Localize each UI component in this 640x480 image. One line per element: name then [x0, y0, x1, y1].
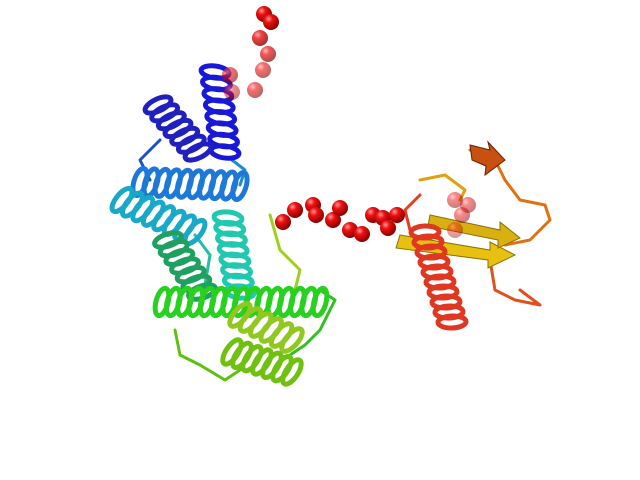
helix	[142, 94, 214, 163]
sphere	[454, 207, 470, 223]
loop	[288, 288, 337, 357]
sphere	[247, 82, 263, 98]
sphere	[447, 222, 463, 238]
helix-turn	[182, 141, 214, 163]
loops	[138, 138, 552, 382]
loop	[230, 158, 247, 187]
helices	[109, 63, 469, 387]
sphere	[332, 200, 348, 216]
sphere	[287, 202, 303, 218]
sphere	[447, 192, 463, 208]
loop	[403, 193, 422, 232]
sphere	[308, 207, 324, 223]
sphere	[380, 220, 396, 236]
sphere	[255, 62, 271, 78]
helix	[109, 185, 208, 247]
helix-turn	[279, 326, 305, 354]
helix	[211, 209, 257, 301]
helix-turn	[435, 313, 469, 331]
helix-turn	[280, 357, 304, 387]
sphere	[222, 67, 238, 83]
strand	[469, 140, 506, 177]
helix	[227, 301, 305, 354]
loop	[488, 258, 542, 307]
sphere	[389, 207, 405, 223]
helix	[408, 223, 469, 331]
sphere	[325, 212, 341, 228]
water-spheres	[222, 6, 476, 242]
helix	[152, 285, 330, 319]
strand	[395, 234, 517, 269]
loop	[268, 213, 302, 292]
sphere	[263, 14, 279, 30]
sphere	[354, 226, 370, 242]
sphere	[275, 214, 291, 230]
sphere	[252, 30, 268, 46]
sphere	[224, 84, 240, 100]
helix	[220, 337, 304, 387]
helix-turn	[230, 170, 250, 202]
sphere	[260, 46, 276, 62]
loop	[173, 328, 242, 382]
helix-turn	[310, 285, 330, 319]
loop	[418, 173, 467, 202]
